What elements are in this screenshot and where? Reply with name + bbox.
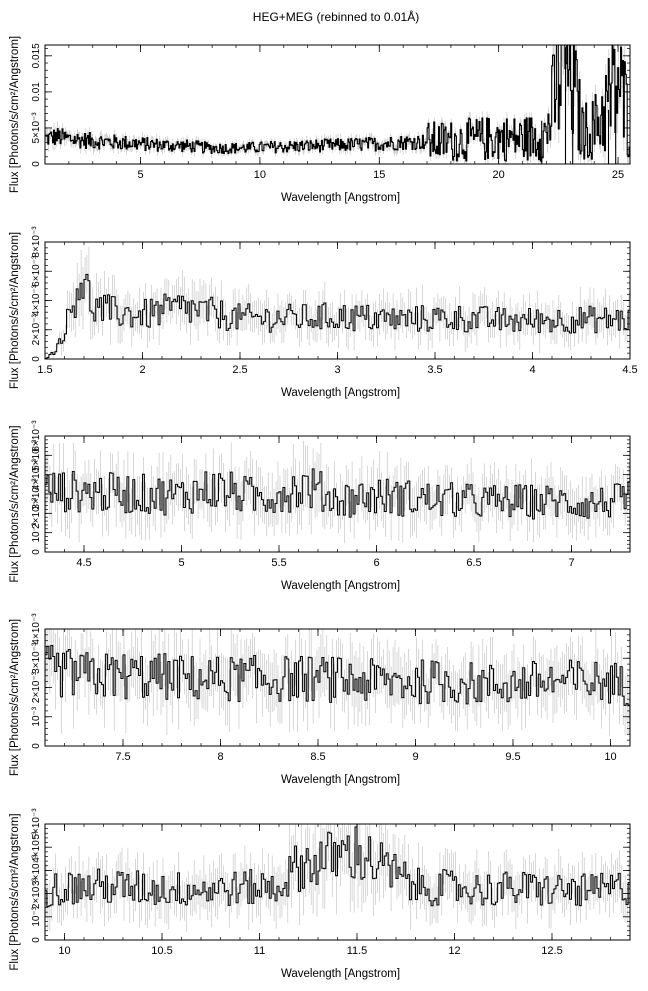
y-tick-label: 10⁻³: [31, 906, 42, 926]
x-tick-label: 12.5: [541, 945, 562, 957]
y-tick-label: 3×10⁻³: [31, 478, 42, 510]
spectrum-panel-1: 5 10 15 20 25 0 5×10⁻³ 0.01 0.015 Wavelength [Ang…: [9, 36, 631, 204]
x-tick-label: 9: [412, 751, 418, 763]
x-tick-label: 5: [137, 169, 143, 181]
y-tick-label: 3×10⁻³: [31, 854, 42, 886]
y-tick-label: 2×10⁻³: [31, 877, 42, 909]
x-axis-label: Wavelength [Angstrom]: [281, 580, 400, 592]
chart-title: HEG+MEG (rebinned to 0.01Å): [252, 10, 420, 24]
y-tick-label: 5×10⁻³: [31, 808, 42, 840]
y-tick-label: 6×10⁻³: [31, 420, 42, 452]
y-tick-label: 0: [31, 743, 42, 749]
x-tick-label: 3.5: [427, 364, 442, 376]
y-tick-label: 0: [31, 937, 42, 943]
spectrum-panel-3: 4.5 5 5.5 6 6.5 7 0 10⁻³2×10⁻³3×10⁻³4×10⁻³5×10⁻…: [9, 420, 631, 592]
x-tick-label: 6.5: [466, 557, 481, 569]
y-tick-label: 8×10⁻³: [31, 226, 42, 258]
x-tick-label: 4: [529, 364, 535, 376]
spectrum-panel-4: 7.5 8 8.5 9 9.5 10 0 10⁻³ 2×10⁻³3×10⁻³4×10⁻³ Wave…: [9, 613, 631, 786]
x-tick-label: 9.5: [505, 751, 520, 763]
x-tick-label: 25: [612, 169, 624, 181]
spectrum-line: [45, 826, 630, 908]
y-axis-label: Flux [Photons/s/cm²/Angstrom]: [9, 425, 21, 582]
y-tick-label: 2×10⁻³: [31, 671, 42, 703]
y-tick-label: 5×10⁻³: [31, 112, 42, 144]
x-tick-label: 10: [604, 751, 616, 763]
spectrum-panel-5: 10 10.5 11 11.5 12 12.5 0 10⁻³2×10⁻³3×10⁻³4×10⁻…: [9, 808, 631, 980]
spectrum-line: [45, 44, 630, 164]
error-bars: [45, 440, 630, 544]
x-axis-label: Wavelength [Angstrom]: [281, 968, 400, 980]
x-tick-label: 10: [58, 945, 70, 957]
y-axis-label: Flux [Photons/s/cm²/Angstrom]: [9, 232, 21, 389]
x-tick-label: 10: [254, 169, 266, 181]
error-bars: [45, 246, 630, 359]
y-tick-label: 6×10⁻³: [31, 255, 42, 287]
x-tick-label: 4.5: [76, 557, 91, 569]
spectrum-line: [45, 273, 630, 359]
y-tick-label: 0.01: [31, 82, 42, 102]
y-tick-label: 10⁻³: [31, 522, 42, 542]
x-axis-label: Wavelength [Angstrom]: [281, 192, 400, 204]
y-axis-label: Flux [Photons/s/cm²/Angstrom]: [9, 619, 21, 776]
x-tick-label: 4.5: [622, 364, 637, 376]
y-tick-label: 10⁻³: [31, 706, 42, 726]
x-tick-label: 20: [493, 169, 505, 181]
x-tick-label: 2.5: [232, 364, 247, 376]
x-tick-label: 10.5: [151, 945, 172, 957]
y-tick-label: 0: [31, 549, 42, 555]
y-axis-label: Flux [Photons/s/cm²/Angstrom]: [9, 36, 21, 193]
x-tick-label: 7: [568, 557, 574, 569]
y-tick-label: 2×10⁻³: [31, 497, 42, 529]
y-tick-label: 4×10⁻³: [31, 831, 42, 863]
x-tick-label: 8: [217, 751, 223, 763]
x-tick-label: 7.5: [115, 751, 130, 763]
x-tick-label: 11.5: [347, 945, 368, 957]
x-tick-label: 6: [373, 557, 379, 569]
spectrum-line: [45, 468, 630, 520]
y-tick-label: 4×10⁻³: [31, 613, 42, 645]
y-tick-label: 3×10⁻³: [31, 642, 42, 674]
error-bars: [45, 629, 630, 737]
x-tick-label: 15: [373, 169, 385, 181]
y-tick-label: 0: [31, 161, 42, 167]
x-tick-label: 2: [139, 364, 145, 376]
x-tick-label: 5.5: [271, 557, 286, 569]
y-tick-label: 2×10⁻³: [31, 314, 42, 346]
y-tick-label: 4×10⁻³: [31, 458, 42, 490]
y-tick-label: 4×10⁻³: [31, 284, 42, 316]
spectrum-panel-2: 1.5 2 2.5 3 3.5 4 4.5 0 2×10⁻³4×10⁻³6×10⁻³8×10⁻³…: [9, 226, 638, 399]
x-tick-label: 11: [254, 945, 265, 957]
plot-frame: [44, 241, 631, 360]
y-tick-label: 5×10⁻³: [31, 439, 42, 471]
spectrum-line: [45, 645, 630, 707]
x-tick-label: 8.5: [310, 751, 325, 763]
x-axis-label: Wavelength [Angstrom]: [281, 774, 400, 786]
y-axis-label: Flux [Photons/s/cm²/Angstrom]: [9, 813, 21, 970]
x-tick-label: 3: [334, 364, 340, 376]
y-tick-label: 0: [31, 356, 42, 362]
plot-frame: [44, 823, 631, 941]
x-axis-label: Wavelength [Angstrom]: [281, 387, 400, 399]
plot-frame: [44, 44, 631, 165]
x-tick-label: 1.5: [37, 364, 52, 376]
error-bars: [45, 824, 630, 932]
x-tick-label: 5: [178, 557, 184, 569]
y-tick-label: 0.015: [31, 43, 42, 68]
x-tick-label: 12: [448, 945, 460, 957]
